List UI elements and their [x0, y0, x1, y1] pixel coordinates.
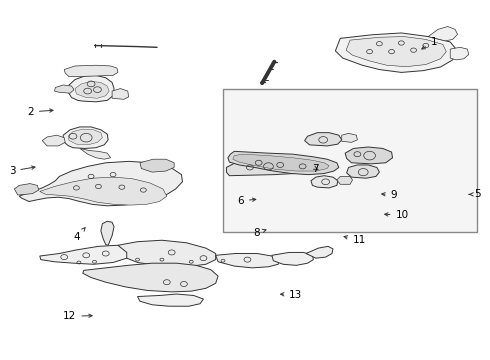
Bar	[223, 89, 477, 232]
Polygon shape	[346, 37, 446, 67]
Text: 13: 13	[281, 290, 302, 300]
Polygon shape	[40, 177, 167, 205]
Polygon shape	[40, 245, 133, 264]
Polygon shape	[228, 151, 339, 175]
Text: 12: 12	[63, 311, 92, 321]
Polygon shape	[118, 240, 216, 267]
Polygon shape	[80, 148, 111, 159]
Polygon shape	[450, 47, 469, 60]
Polygon shape	[140, 159, 174, 172]
Text: 5: 5	[469, 189, 481, 199]
Text: 4: 4	[73, 228, 85, 242]
Polygon shape	[101, 221, 114, 245]
Polygon shape	[311, 176, 338, 188]
Polygon shape	[306, 246, 333, 258]
Polygon shape	[335, 33, 458, 72]
Polygon shape	[272, 252, 314, 265]
Polygon shape	[42, 135, 65, 146]
Polygon shape	[346, 165, 379, 178]
Polygon shape	[428, 27, 458, 41]
Polygon shape	[342, 134, 357, 142]
Text: 2: 2	[27, 107, 53, 117]
Polygon shape	[345, 147, 392, 164]
Text: 8: 8	[253, 228, 266, 238]
Polygon shape	[216, 253, 279, 268]
Polygon shape	[112, 89, 129, 99]
Polygon shape	[226, 158, 304, 176]
Polygon shape	[19, 161, 182, 206]
Text: 9: 9	[382, 190, 397, 200]
Polygon shape	[75, 81, 109, 98]
Text: 11: 11	[344, 235, 366, 245]
Polygon shape	[233, 154, 329, 171]
Polygon shape	[64, 65, 118, 77]
Text: 10: 10	[385, 210, 409, 220]
Polygon shape	[83, 263, 218, 292]
Polygon shape	[68, 75, 114, 102]
Text: 6: 6	[237, 196, 256, 206]
Text: 3: 3	[9, 166, 35, 176]
Polygon shape	[63, 127, 108, 148]
Polygon shape	[138, 294, 203, 306]
Text: 7: 7	[313, 163, 319, 174]
Polygon shape	[54, 85, 74, 93]
Polygon shape	[337, 176, 352, 184]
Text: 1: 1	[422, 37, 437, 49]
Polygon shape	[14, 184, 39, 195]
Polygon shape	[68, 129, 102, 145]
Polygon shape	[305, 133, 342, 146]
